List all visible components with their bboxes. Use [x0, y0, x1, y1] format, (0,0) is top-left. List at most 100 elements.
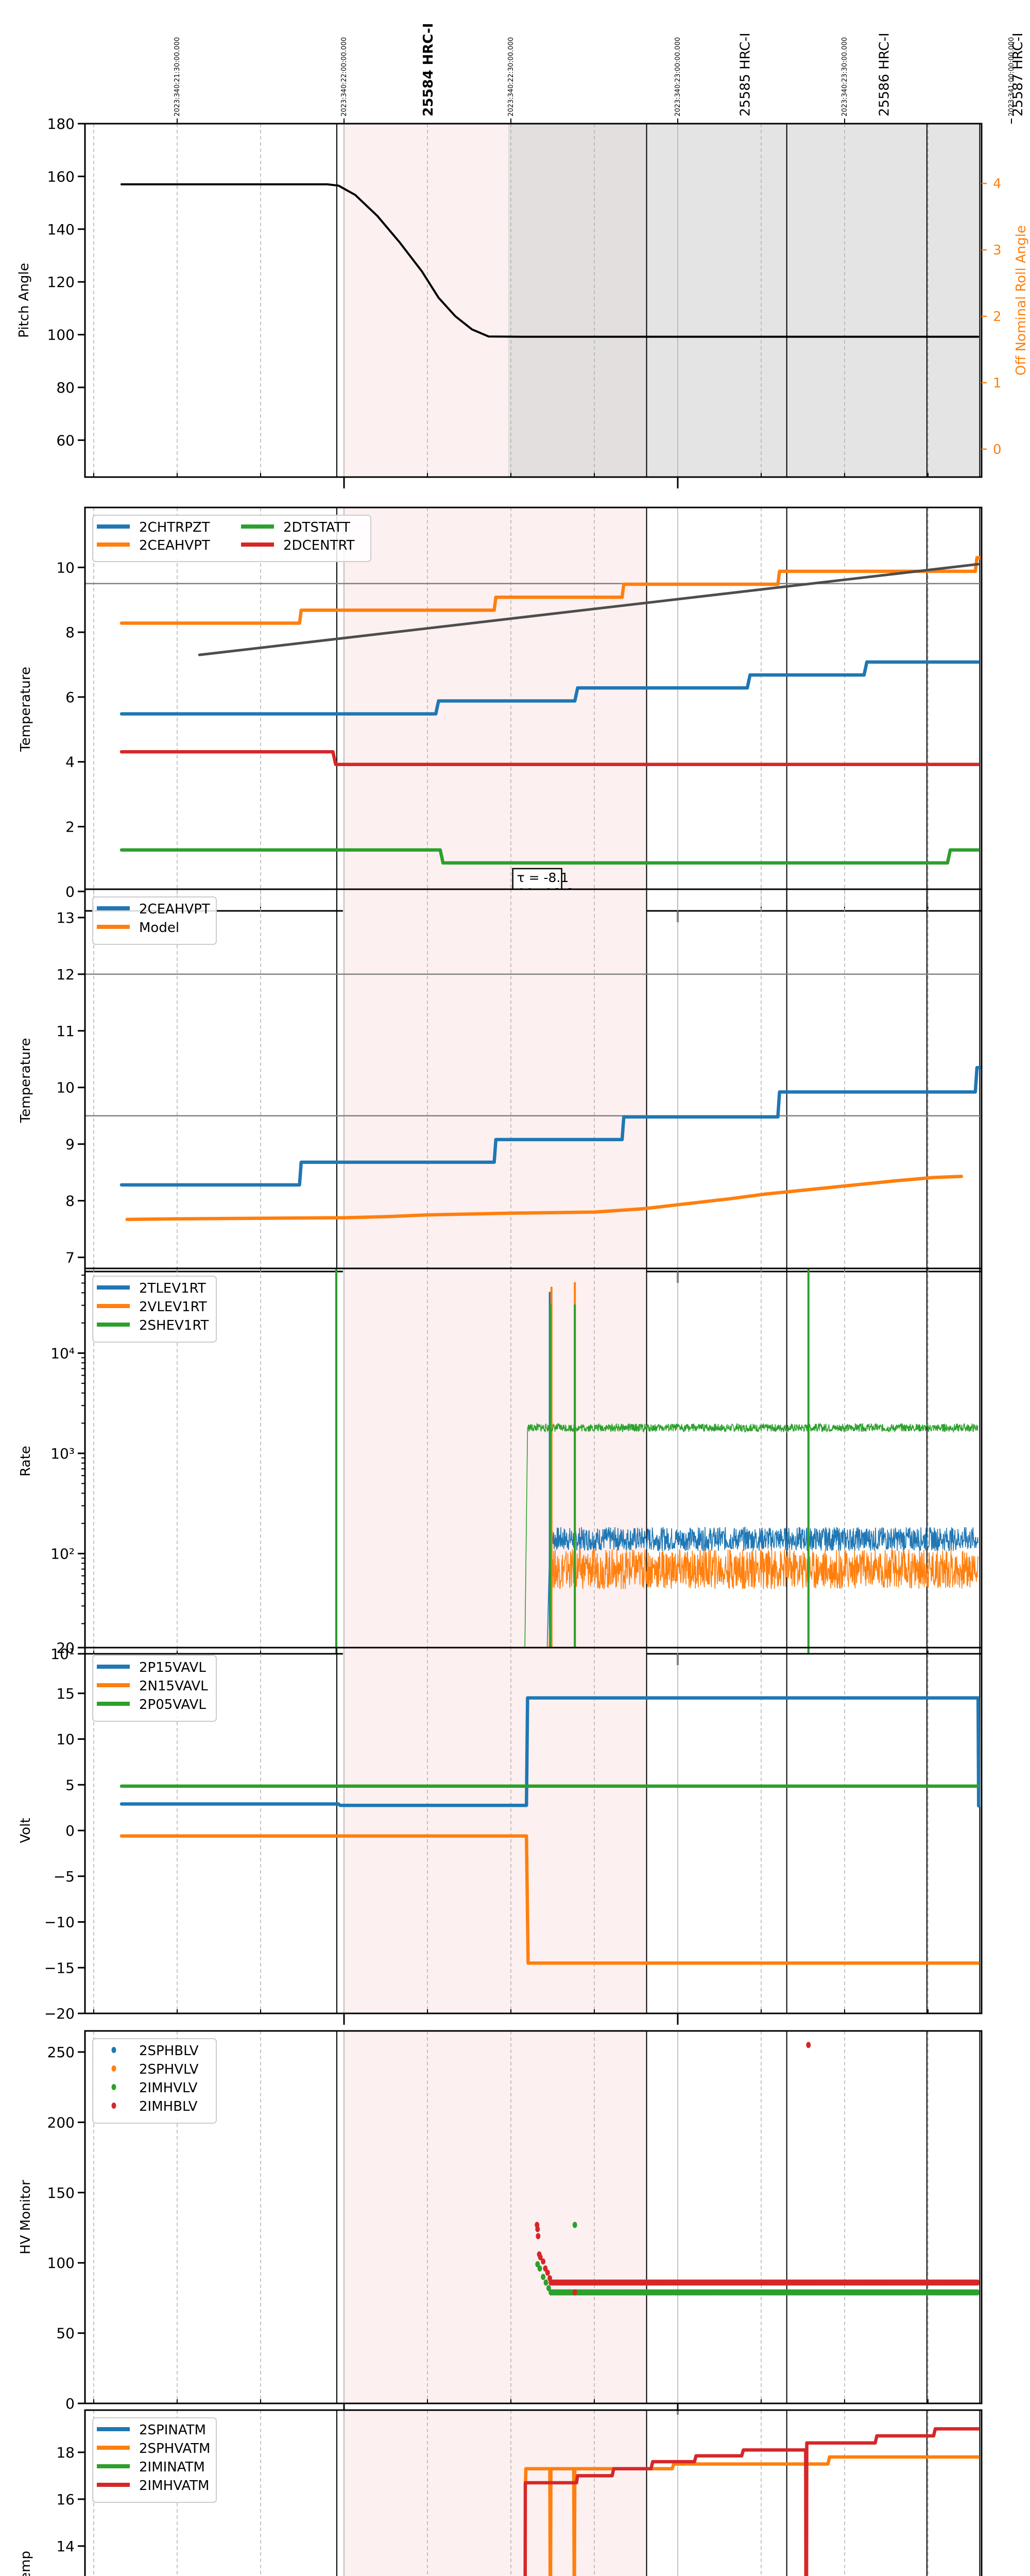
- top-timestamp-label: 2023:340:23:00:00.000: [674, 37, 682, 116]
- legend-item: 2IMHBLV: [111, 2099, 198, 2114]
- plot-area: [121, 183, 980, 338]
- panel-2: 0 2 4 6 8 10 Temperature 2CHTRPZT 2CEAHVPT 2DTSTA…: [18, 506, 983, 924]
- legend-item: 2DTSTATT: [241, 520, 350, 535]
- y-tick-label: 5: [65, 1776, 75, 1793]
- observation-shade: [342, 1648, 647, 2013]
- data-point: [543, 2279, 548, 2286]
- plot-area: [119, 556, 982, 865]
- y-tick-label: −5: [54, 1868, 75, 1885]
- legend-item: 2P05VAVL: [97, 1697, 206, 1713]
- y-tick-label: 0: [65, 2395, 75, 2412]
- observation-shade: [342, 1268, 647, 1654]
- legend-item: 2P15VAVL: [97, 1660, 206, 1675]
- y-tick-label: 8: [65, 1193, 75, 1210]
- legend-box: [92, 515, 371, 562]
- legend-label: 2CEAHVPT: [139, 902, 210, 917]
- series-2DCENTRT: [119, 750, 980, 766]
- y-tick-label: 14: [56, 2538, 75, 2555]
- y-tick-label: 8: [65, 624, 75, 641]
- plot-area: [535, 2042, 980, 2296]
- y-axis: 60 80 100 120 140 160 180 Pitch Angle: [16, 115, 85, 449]
- series-line: [546, 1527, 978, 1654]
- legend: 2SPHBLV 2SPHVLV 2IMHVLV 2IMHBLV: [92, 2038, 217, 2124]
- data-point: [541, 2258, 546, 2265]
- series-2CHTRPZT: [119, 660, 980, 716]
- series-2IMHVATM: [523, 2427, 980, 2576]
- y-tick-label: 10⁴: [50, 1345, 75, 1362]
- legend-item: 2SPINATM: [97, 2422, 206, 2438]
- legend-label: Model: [139, 920, 179, 936]
- obsid-label: 25585 HRC-I: [738, 33, 753, 117]
- y-tick-label: 9: [65, 1136, 75, 1153]
- plot-area: [335, 1268, 978, 1654]
- data-point: [541, 2274, 546, 2280]
- legend-marker: [111, 2047, 116, 2053]
- data-point: [975, 2279, 980, 2286]
- series-line: [119, 1834, 980, 1965]
- panel-5: −20−15−10−505101520Volt2P15VAVL2N15VAVL2…: [18, 1639, 983, 2025]
- top-timestamp-label: 2023:340:22:00:00.000: [340, 37, 348, 116]
- legend-marker: [111, 2103, 116, 2109]
- y-tick-label: 140: [47, 221, 75, 238]
- series-line: [119, 660, 980, 716]
- y2-axis: 0 1 2 3 4 Off Nominal Roll Angle: [982, 176, 1029, 457]
- legend-label: 2SPHBLV: [139, 2043, 199, 2059]
- legend-label: 2IMHBLV: [139, 2099, 198, 2114]
- legend: 2SPINATM 2SPHVATM 2IMINATM 2IMHVATM: [92, 2417, 217, 2503]
- data-point: [535, 2226, 540, 2232]
- y-tick-label: 10¹: [50, 1646, 75, 1663]
- x-axis: [93, 473, 929, 488]
- series-2SHEV1RT: [335, 1268, 978, 1654]
- legend-box: [92, 2038, 217, 2124]
- top-timestamp-label: 2023:340:22:30:00.000: [507, 37, 515, 116]
- y-tick-label: 120: [47, 274, 75, 291]
- observation-shade: [342, 889, 647, 1272]
- series-line: [119, 1696, 981, 1808]
- legend: 2CHTRPZT 2CEAHVPT 2DTSTATT 2DCENTRT: [92, 515, 371, 562]
- series-2CEAHVPT: [119, 556, 982, 625]
- axes-frame: [84, 2409, 983, 2576]
- data-point: [545, 2269, 550, 2276]
- y2-tick-label: 4: [993, 176, 1002, 192]
- y-axis: 10¹ 10² 10³ 10⁴ Rate: [18, 1275, 85, 1663]
- y2-tick-label: 3: [993, 243, 1002, 258]
- data-point: [537, 2265, 542, 2272]
- y-tick-label: 7: [65, 1249, 75, 1266]
- panel-7: 4681012141618Detector Temp 2SPINATM 2SPHVA…: [18, 2409, 983, 2576]
- annotation-text: τ = -8.1: [517, 870, 569, 885]
- y-tick-label: −15: [44, 1959, 75, 1976]
- legend-item: 2VLEV1RT: [97, 1299, 207, 1315]
- legend: 2TLEV1RT 2VLEV1RT 2SHEV1RT: [92, 1276, 217, 1343]
- series-2IMHVLV: [535, 2222, 980, 2296]
- top-timestamp-label: 2023:341:00:00:00.000: [1008, 37, 1016, 116]
- y-tick-label: 20: [56, 1639, 75, 1656]
- y-tick-label: 10²: [50, 1545, 75, 1562]
- legend-item: Model: [97, 920, 179, 936]
- y-axis-label: Pitch Angle: [16, 263, 32, 338]
- legend-item: 2SPHBLV: [111, 2043, 199, 2059]
- series-line: [125, 1175, 964, 1222]
- plot-area: [523, 2427, 980, 2576]
- y-axis: 4681012141618Detector Temp: [18, 2444, 85, 2576]
- series-line: [523, 2427, 980, 2576]
- legend-item: 2DCENTRT: [241, 538, 355, 553]
- y-tick-label: 10: [56, 1731, 75, 1748]
- series-Model-fit: [198, 563, 980, 656]
- legend-item: 2SPHVATM: [97, 2441, 210, 2456]
- y-tick-label: 6: [65, 689, 75, 706]
- axes-frame: [84, 2030, 983, 2404]
- y-tick-label: 80: [56, 379, 75, 396]
- y-tick-label: 100: [47, 327, 75, 344]
- legend-item: 2IMHVATM: [97, 2478, 209, 2494]
- data-point: [536, 2233, 541, 2240]
- y-axis-label: Temperature: [18, 1038, 33, 1124]
- top-axis-labels: 2023:340:21:30:00.000 2023:340:22:00:00.0…: [174, 23, 1026, 124]
- series-line: [119, 1066, 982, 1187]
- series-line: [198, 563, 980, 656]
- legend-label: 2VLEV1RT: [139, 1299, 207, 1315]
- legend: 2CEAHVPT Model: [92, 896, 217, 945]
- legend-label: 2IMHVATM: [139, 2478, 209, 2494]
- legend-item: 2CHTRPZT: [97, 520, 210, 535]
- legend-label: 2CEAHVPT: [139, 538, 210, 553]
